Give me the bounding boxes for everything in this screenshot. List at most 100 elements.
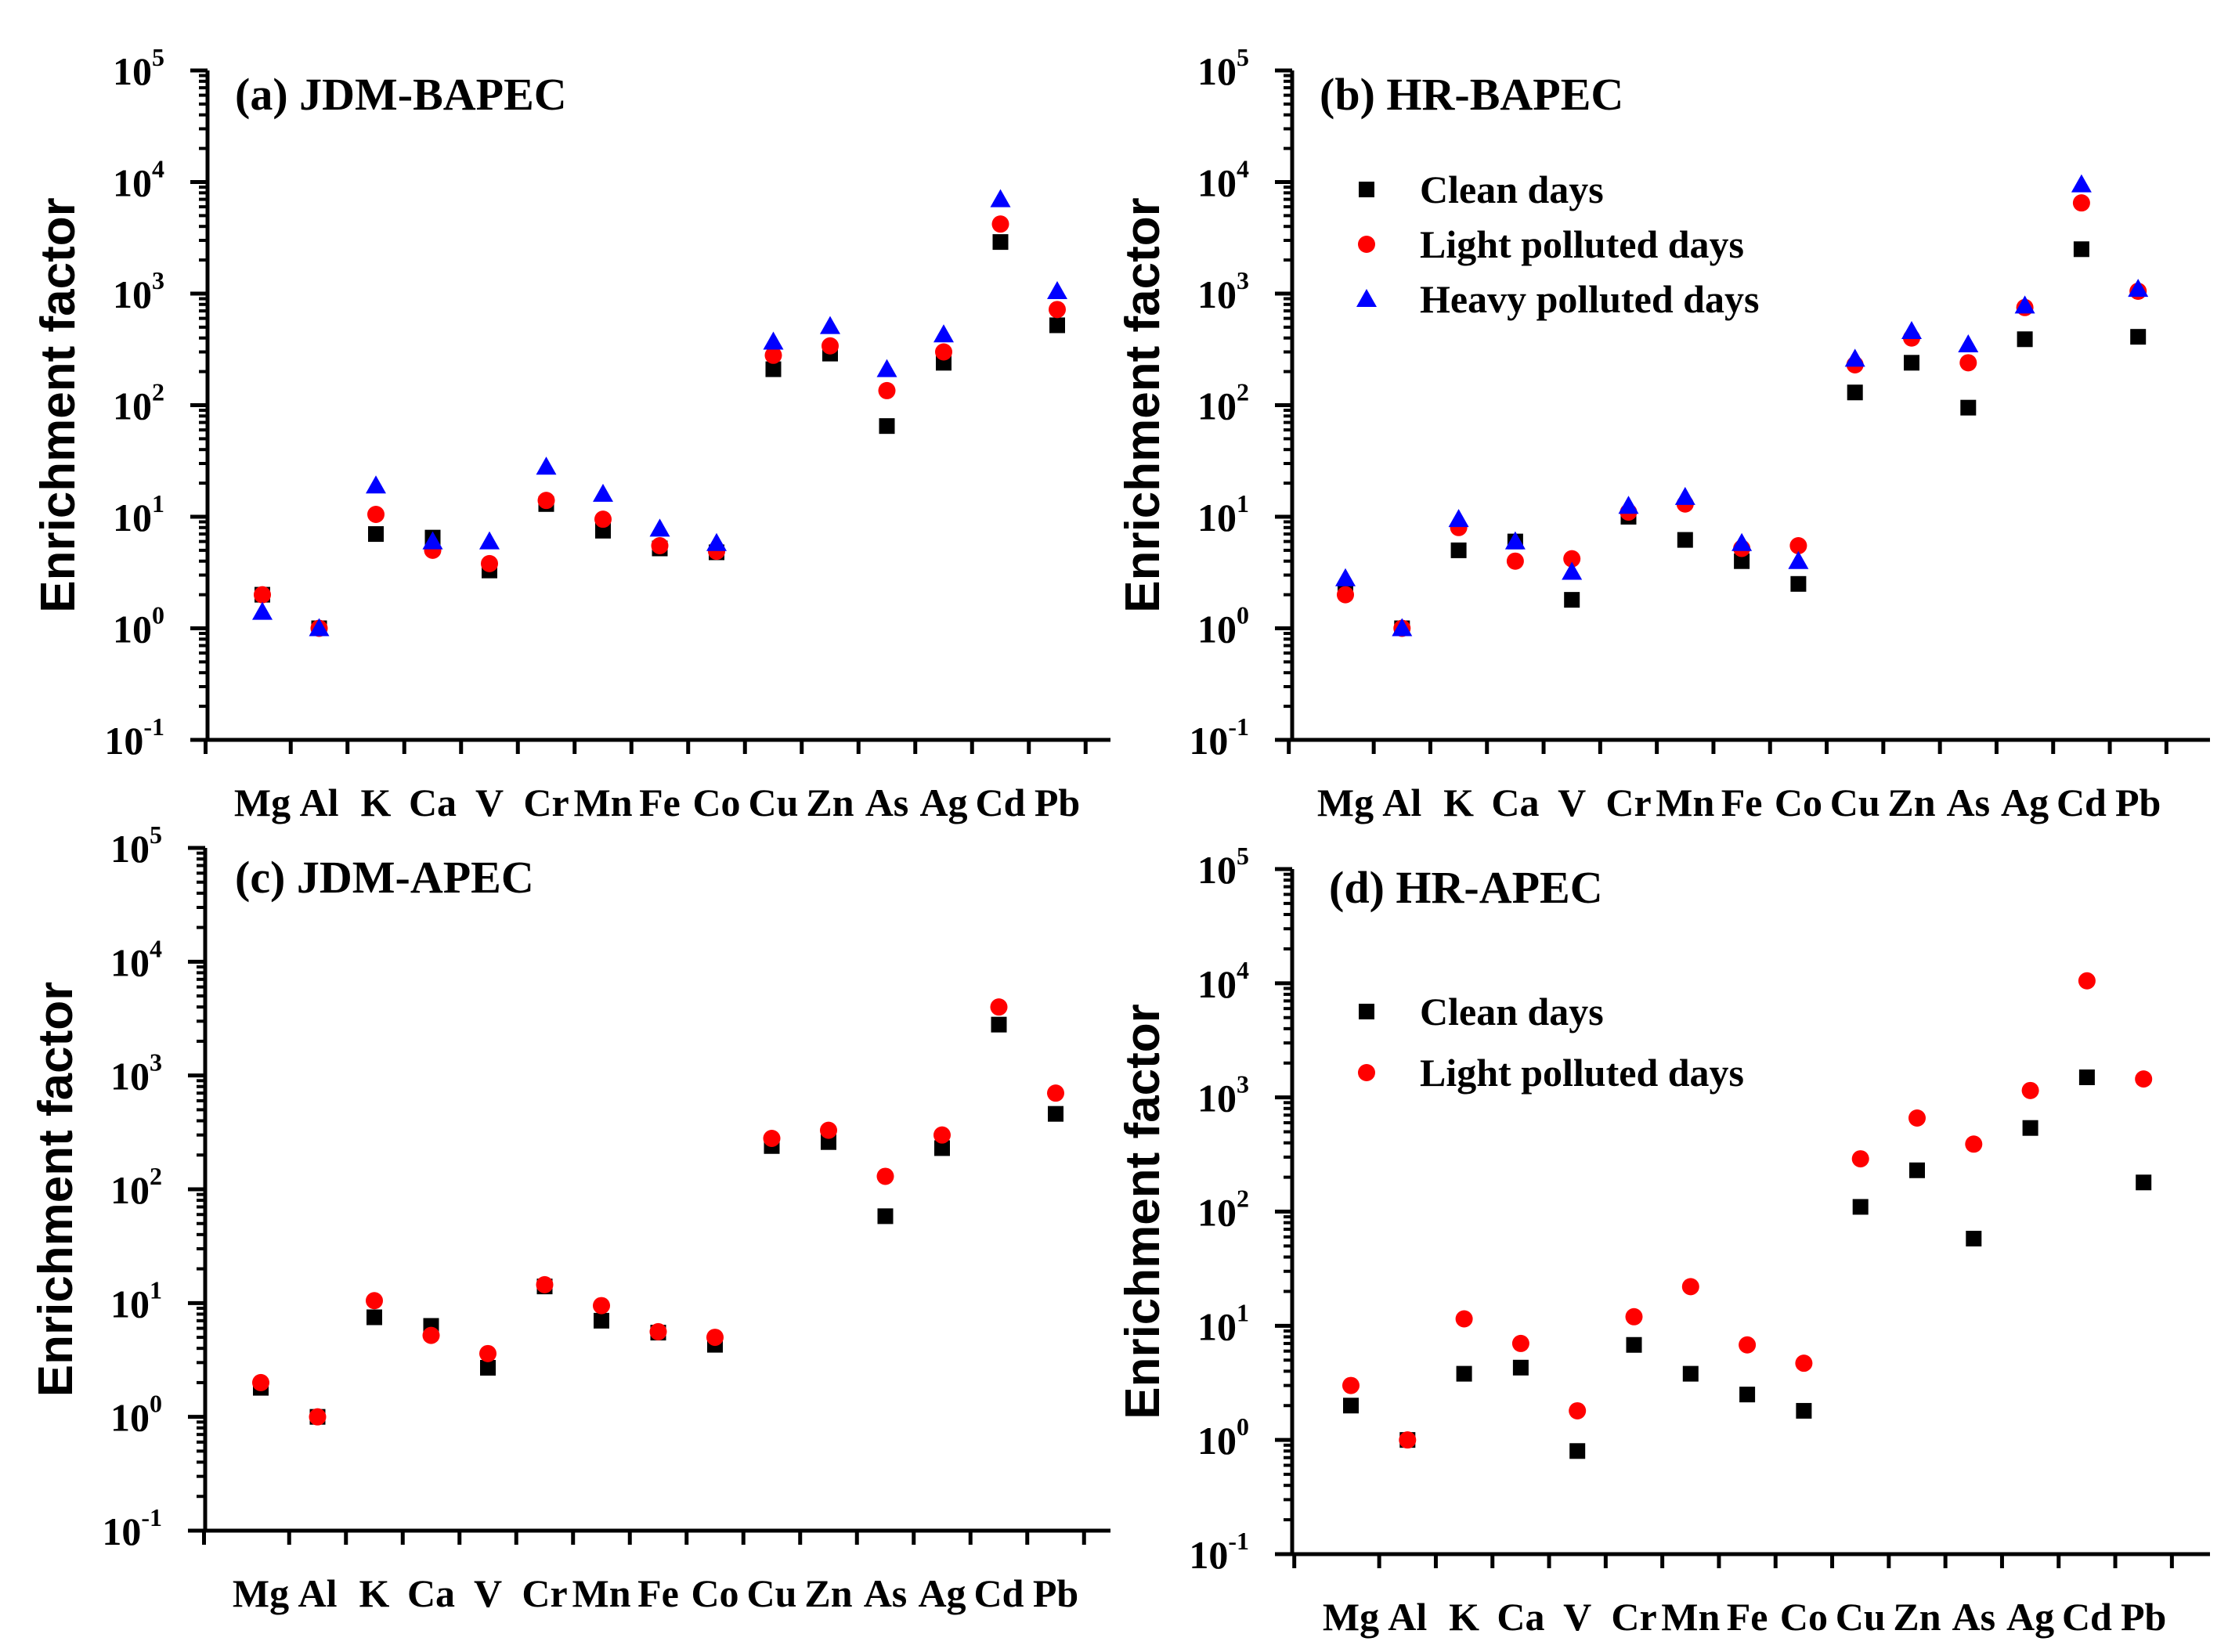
data-point-k bbox=[1456, 1365, 1472, 1382]
data-point-zn bbox=[822, 337, 839, 355]
y-tick-label: 10-1 bbox=[104, 712, 164, 763]
chart-panel-c: 10-1 100 101 102 103 104 105 Mg Al K Ca V Cr Mn Fe Co Cu… bbox=[29, 821, 1110, 1615]
data-point-cu bbox=[763, 331, 784, 350]
data-point-cd bbox=[992, 234, 1009, 251]
data-point-as bbox=[877, 1208, 894, 1225]
data-point-k bbox=[1448, 509, 1469, 528]
x-tick-label-al: Al bbox=[300, 781, 339, 824]
data-point-as bbox=[876, 1167, 894, 1185]
data-point-co bbox=[1788, 550, 1809, 569]
data-point-pb bbox=[1048, 1106, 1063, 1122]
data-point-mn bbox=[594, 1312, 609, 1329]
y-axis-label: Enrichment factor bbox=[31, 197, 85, 613]
x-tick-label-zn: Zn bbox=[806, 781, 854, 824]
data-point-fe bbox=[649, 1322, 667, 1340]
legend-marker bbox=[1358, 1064, 1375, 1081]
data-point-cd bbox=[2078, 972, 2096, 990]
data-point-al bbox=[309, 618, 330, 637]
y-tick-label: 104 bbox=[113, 155, 164, 205]
y-tick-label: 104 bbox=[1197, 956, 1249, 1006]
data-point-ca bbox=[1506, 552, 1524, 570]
panel-title-a: (a) JDM-BAPEC bbox=[235, 69, 567, 120]
data-point-as bbox=[1966, 1231, 1982, 1247]
data-point-pb bbox=[1049, 317, 1065, 334]
data-point-cu bbox=[1847, 384, 1863, 401]
data-point-v bbox=[1569, 1443, 1586, 1459]
x-tick-label-fe: Fe bbox=[639, 781, 681, 824]
data-point-pb bbox=[1047, 280, 1067, 299]
data-point-mn bbox=[1682, 1365, 1699, 1382]
x-tick-label-cr: Cr bbox=[523, 781, 569, 824]
y-tick-label: 103 bbox=[1197, 1070, 1249, 1120]
data-point-al bbox=[309, 1408, 327, 1426]
y-tick-label: 101 bbox=[1197, 1298, 1249, 1348]
x-tick-label-mg: Mg bbox=[1323, 1595, 1379, 1639]
x-tick-label-zn: Zn bbox=[1887, 781, 1935, 824]
x-tick-label-cd: Cd bbox=[976, 781, 1026, 824]
legend-marker bbox=[1359, 182, 1374, 197]
data-point-cu bbox=[765, 361, 782, 377]
x-tick-label-pb: Pb bbox=[2115, 781, 2161, 824]
data-point-k bbox=[1450, 542, 1467, 558]
data-point-pb bbox=[2130, 329, 2147, 345]
data-point-mg bbox=[1342, 1376, 1360, 1394]
x-tick-label-ca: Ca bbox=[1491, 781, 1539, 824]
data-point-v bbox=[1564, 592, 1580, 608]
data-point-k bbox=[366, 475, 386, 494]
data-point-as bbox=[878, 381, 896, 399]
data-point-fe bbox=[1731, 532, 1753, 551]
data-point-pb bbox=[2135, 1070, 2153, 1088]
data-point-zn bbox=[1904, 355, 1919, 371]
data-point-mn bbox=[1677, 532, 1693, 548]
x-tick-label-mg: Mg bbox=[234, 781, 291, 824]
data-point-cd bbox=[990, 998, 1008, 1016]
data-point-ca bbox=[422, 531, 443, 550]
data-point-ag bbox=[2022, 1120, 2038, 1136]
data-point-ca bbox=[1511, 1334, 1529, 1352]
data-point-as bbox=[879, 418, 895, 435]
data-point-ag bbox=[2014, 295, 2035, 314]
y-tick-label: 103 bbox=[113, 266, 164, 316]
legend-label: Clean days bbox=[1420, 990, 1604, 1033]
data-point-as bbox=[1958, 334, 1979, 352]
legend-label: Light polluted days bbox=[1420, 1051, 1744, 1095]
legend-marker bbox=[1356, 289, 1377, 307]
x-tick-label-as: As bbox=[865, 781, 909, 824]
data-point-al bbox=[1399, 1431, 1417, 1449]
legend-marker bbox=[1359, 1004, 1374, 1019]
x-tick-label-mg: Mg bbox=[233, 1571, 289, 1615]
x-tick-label-k: K bbox=[359, 1571, 390, 1615]
x-tick-label-al: Al bbox=[298, 1571, 338, 1615]
data-point-ag bbox=[2017, 331, 2033, 348]
data-point-cr bbox=[536, 456, 557, 475]
x-tick-label-al: Al bbox=[1388, 1595, 1427, 1639]
data-point-v bbox=[1569, 1401, 1587, 1419]
data-point-pb bbox=[2128, 279, 2149, 298]
series-light-polluted-days bbox=[254, 215, 1066, 637]
x-tick-label-ag: Ag bbox=[2001, 781, 2049, 824]
data-point-mg bbox=[252, 601, 273, 620]
x-tick-label-cr: Cr bbox=[1611, 1595, 1656, 1639]
data-point-mg bbox=[1335, 568, 1356, 586]
x-tick-label-cu: Cu bbox=[747, 1571, 797, 1615]
x-tick-label-ag: Ag bbox=[2006, 1595, 2054, 1639]
y-tick-label: 100 bbox=[110, 1390, 162, 1440]
chart-panel-b: 10-1 100 101 102 103 104 105 Mg Al K Ca V Cr Mn Fe Co Cu… bbox=[1116, 43, 2210, 824]
series-clean-days bbox=[1343, 1069, 2152, 1459]
x-tick-label-fe: Fe bbox=[637, 1571, 679, 1615]
data-point-co bbox=[1790, 575, 1807, 592]
y-tick-label: 10-1 bbox=[102, 1503, 162, 1553]
y-axis-label: Enrichment factor bbox=[1116, 1004, 1170, 1419]
data-point-as bbox=[1959, 354, 1977, 372]
data-point-pb bbox=[1049, 301, 1066, 319]
x-tick-label-v: V bbox=[475, 781, 504, 824]
y-tick-label: 101 bbox=[110, 1275, 162, 1326]
data-point-v bbox=[1562, 561, 1583, 580]
data-point-v bbox=[480, 1359, 496, 1376]
data-point-mg bbox=[1343, 1398, 1359, 1414]
y-tick-label: 105 bbox=[1197, 43, 1249, 93]
data-point-fe bbox=[651, 536, 669, 554]
data-point-cd bbox=[2071, 174, 2092, 193]
x-tick-label-co: Co bbox=[692, 781, 740, 824]
data-point-ca bbox=[422, 1326, 440, 1344]
